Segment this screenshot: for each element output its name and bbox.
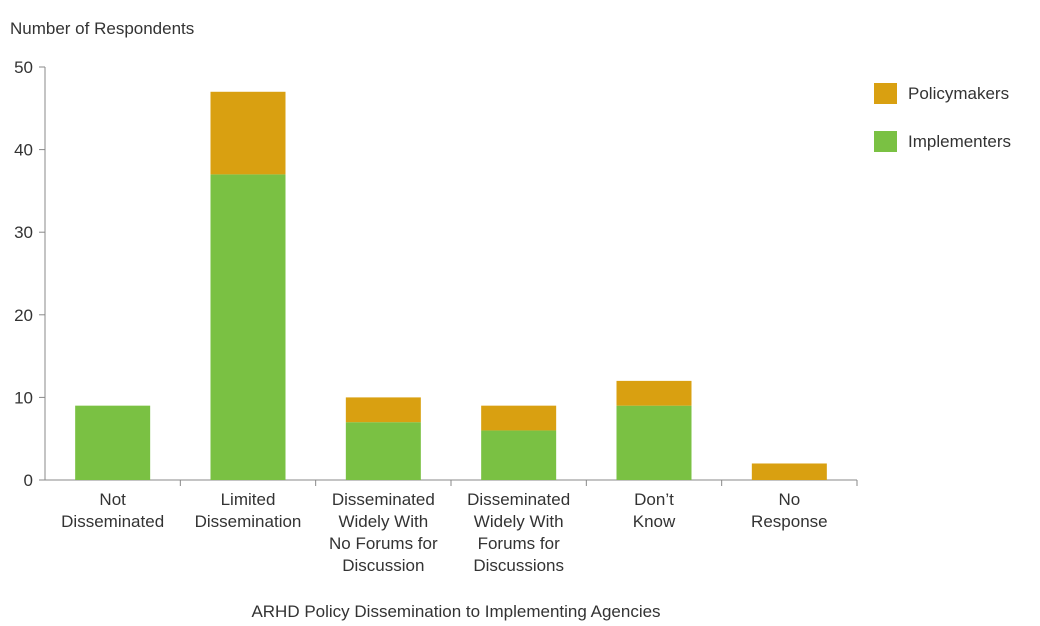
category-label: Disseminated Widely With Forums for Discuss… bbox=[467, 490, 570, 575]
legend-swatch-implementers bbox=[874, 131, 897, 152]
bar-policymakers bbox=[345, 397, 421, 423]
bar-implementers bbox=[616, 405, 692, 480]
category-label: Disseminated Widely With No Forums for Disc… bbox=[329, 490, 438, 575]
y-tick-label: 10 bbox=[14, 388, 33, 407]
bar-implementers bbox=[481, 430, 557, 480]
legend-swatch-policymakers bbox=[874, 83, 897, 104]
bar-policymakers bbox=[751, 463, 827, 480]
category-labels: Not Disseminated Limited Dissemination Disse… bbox=[61, 490, 827, 575]
legend-label-policymakers: Policymakers bbox=[908, 84, 1009, 103]
category-label: Don’t Know bbox=[633, 490, 676, 531]
y-tick-label: 50 bbox=[14, 58, 33, 77]
bar-policymakers bbox=[481, 405, 557, 431]
legend: Policymakers Implementers bbox=[874, 83, 1011, 152]
y-tick-label: 30 bbox=[14, 223, 33, 242]
bar-implementers bbox=[345, 422, 421, 480]
y-tick-label: 0 bbox=[24, 471, 33, 490]
category-label: No Response bbox=[751, 490, 828, 531]
bar-policymakers bbox=[210, 91, 286, 175]
legend-label-implementers: Implementers bbox=[908, 132, 1011, 151]
bar-implementers bbox=[75, 405, 151, 480]
y-axis-label: Number of Respondents bbox=[10, 19, 194, 38]
category-label: Limited Dissemination bbox=[195, 490, 302, 531]
axes: 0 10 20 30 40 50 bbox=[14, 58, 858, 490]
bar-policymakers bbox=[616, 380, 692, 406]
y-tick-label: 40 bbox=[14, 141, 33, 160]
category-label: Not Disseminated bbox=[61, 490, 164, 531]
bar-implementers bbox=[210, 174, 286, 480]
x-axis-label: ARHD Policy Dissemination to Implementin… bbox=[251, 602, 660, 621]
y-tick-label: 20 bbox=[14, 306, 33, 325]
bars bbox=[75, 91, 827, 480]
